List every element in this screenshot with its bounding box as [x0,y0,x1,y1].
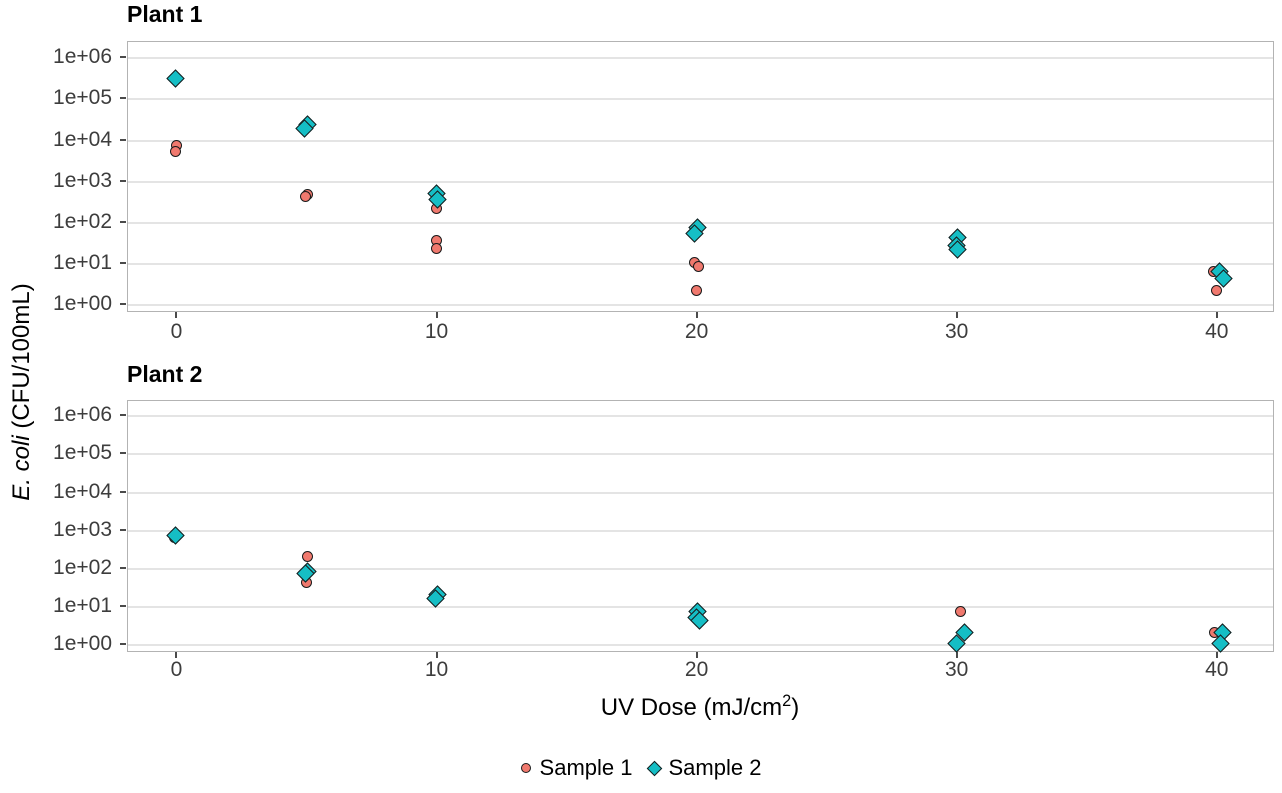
x-tick-label: 40 [1205,320,1229,343]
y-tick-label: 1e+02 [53,209,112,233]
legend-label: Sample 1 [539,755,633,780]
y-tick-label: 1e+02 [53,556,112,579]
data-point-sample-1 [954,606,966,618]
x-tick-mark [435,312,438,318]
y-gridline [128,491,1273,494]
x-axis-title-prefix: UV Dose (mJ/cm [600,694,783,721]
legend-item: Sample 1 [520,755,633,781]
y-gridline [128,415,1273,418]
y-tick-label: 1e+06 [53,403,112,427]
data-point-sample-1 [300,190,312,202]
x-tick-mark [955,312,958,318]
y-gridline [128,139,1273,142]
x-tick-label: 0 [170,658,183,681]
data-point-sample-1 [170,145,182,157]
legend-label: Sample 2 [668,755,762,780]
y-tick-mark [120,567,126,569]
y-tick-mark [120,179,126,182]
y-tick-label: 1e+04 [53,127,112,151]
x-tick-label: 30 [945,658,969,681]
y-tick-mark [120,302,126,305]
x-tick-label: 40 [1205,658,1229,681]
y-gridline [128,644,1273,647]
y-tick-mark [120,138,126,141]
y-tick-label: 1e+01 [53,594,112,618]
x-tick-label: 0 [170,320,183,343]
x-tick-mark [955,652,958,658]
y-tick-mark [120,414,126,417]
x-tick-label: 10 [424,320,449,343]
x-tick-mark [175,312,178,318]
legend-diamond-icon [646,760,662,776]
data-point-sample-1 [430,243,442,255]
legend: Sample 1 Sample 2 [0,748,1282,788]
y-tick-label: 1e+06 [53,45,112,69]
y-tick-mark [120,490,126,493]
y-tick-mark [120,261,126,264]
data-point-sample-1 [302,550,314,562]
y-tick-mark [120,56,126,59]
facet-title: Plant 1 [127,1,203,27]
y-tick-label: 1e+01 [53,250,112,274]
x-tick-mark [175,652,178,658]
y-gridline [128,303,1273,306]
x-tick-mark [695,652,698,658]
x-tick-mark [1215,652,1218,658]
y-tick-mark [120,97,126,100]
x-tick-label: 20 [684,658,709,681]
data-point-sample-1 [690,285,702,297]
y-tick-mark [120,605,126,608]
data-point-sample-1 [692,260,704,272]
y-tick-mark [120,452,126,455]
x-tick-label: 10 [424,658,449,681]
x-tick-mark [1215,312,1218,318]
y-tick-mark [120,528,126,531]
legend-item: Sample 2 [646,755,762,781]
y-gridline [128,57,1273,60]
y-gridline [128,180,1273,183]
x-tick-mark [435,652,438,658]
data-point-sample-1 [1210,285,1222,297]
x-axis-title: UV Dose (mJ/cm2) [601,692,799,722]
y-tick-label: 1e+03 [53,517,112,541]
y-gridline [128,529,1273,532]
y-gridline [128,453,1273,456]
x-axis-title-suffix: ) [791,694,800,721]
legend-circle-icon [520,763,531,773]
y-gridline [128,98,1273,101]
x-tick-label: 30 [945,320,969,343]
x-tick-mark [695,312,698,318]
y-tick-label: 1e+00 [53,632,112,656]
y-tick-label: 1e+05 [53,441,112,465]
facet-title: Plant 2 [127,361,203,387]
y-tick-mark [120,220,126,223]
y-gridline [128,568,1273,570]
y-tick-label: 1e+04 [53,479,112,503]
x-tick-label: 20 [684,320,709,343]
y-tick-label: 1e+00 [53,291,112,315]
x-axis-title-superscript: 2 [782,692,792,710]
y-tick-label: 1e+03 [53,168,112,192]
y-tick-label: 1e+05 [53,86,112,110]
y-tick-mark [120,643,126,646]
